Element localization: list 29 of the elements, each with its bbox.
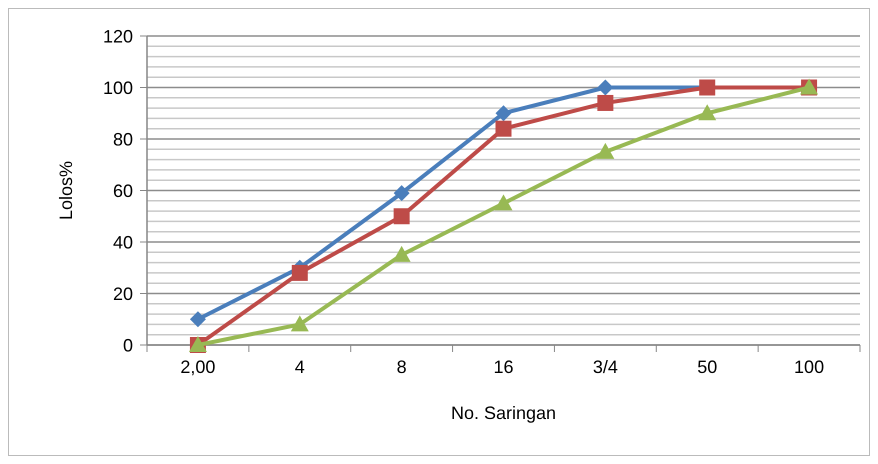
x-tick-label: 3/4	[592, 357, 618, 377]
x-tick-label: 50	[697, 357, 718, 377]
point	[292, 264, 308, 281]
point	[596, 142, 614, 159]
point	[190, 311, 206, 328]
point	[597, 94, 614, 111]
x-tick-label: 8	[396, 357, 407, 377]
y-tick-label: 80	[112, 129, 133, 150]
point	[698, 104, 716, 120]
point	[394, 208, 410, 224]
y-tick-label: 120	[102, 26, 133, 46]
point	[392, 246, 411, 262]
y-tick-label: 20	[112, 284, 133, 304]
x-tick-label: 100	[794, 357, 824, 377]
x-axis-title: No. Saringan	[450, 403, 556, 423]
point	[394, 185, 410, 202]
point	[290, 315, 309, 332]
y-tick-label: 40	[112, 232, 133, 252]
point	[496, 105, 512, 122]
point	[494, 194, 512, 210]
y-axis-title: Lolos%	[56, 160, 76, 220]
point	[496, 120, 512, 137]
x-tick-label: 16	[493, 357, 514, 377]
y-tick-label: 100	[102, 78, 133, 98]
x-tick-label: 2,00	[180, 357, 216, 377]
point	[597, 80, 614, 96]
y-tick-label: 60	[112, 180, 133, 201]
x-tick-label: 4	[294, 357, 305, 377]
y-tick-label: 0	[122, 335, 133, 356]
